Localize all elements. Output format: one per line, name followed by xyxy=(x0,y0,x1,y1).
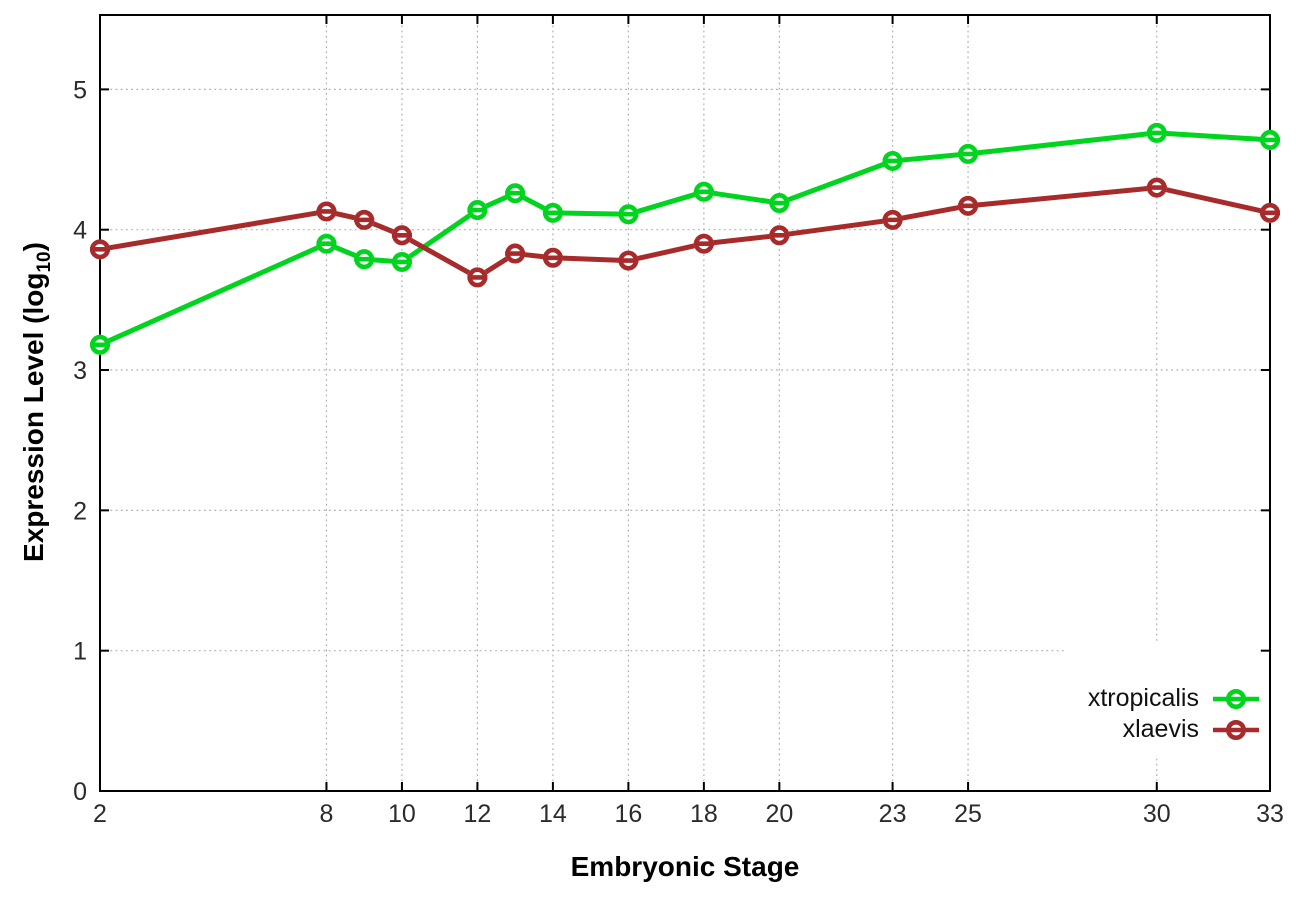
data-point-ring-xlaevis xyxy=(958,195,979,216)
line-marker-swatch-icon xyxy=(1213,688,1259,709)
y-tick-label: 5 xyxy=(73,76,87,104)
x-tick-label: 18 xyxy=(690,800,718,828)
y-tick-label: 0 xyxy=(73,778,87,806)
data-point-ring-xtropicalis xyxy=(90,334,111,355)
x-tick-label: 2 xyxy=(93,800,107,828)
data-point-ring-xtropicalis xyxy=(693,181,714,202)
legend-entry-xtropicalis: xtropicalis xyxy=(1088,683,1260,714)
data-point-ring-xlaevis xyxy=(693,233,714,254)
data-point-ring-xtropicalis xyxy=(769,193,790,214)
line-marker-swatch-icon xyxy=(1213,719,1259,740)
y-tick-label: 2 xyxy=(73,497,87,525)
data-point-ring-xtropicalis xyxy=(391,251,412,272)
x-tick-label: 30 xyxy=(1143,800,1171,828)
y-axis-title-subscript: 10 xyxy=(33,251,55,273)
data-point-ring-xtropicalis xyxy=(618,204,639,225)
legend-marker-ring xyxy=(1225,688,1246,709)
x-tick-label: 14 xyxy=(539,800,567,828)
x-tick-label: 8 xyxy=(319,800,333,828)
data-point-ring-xlaevis xyxy=(467,267,488,288)
x-tick-label: 23 xyxy=(879,800,907,828)
y-axis-title-text: Expression Level (log xyxy=(18,272,50,562)
legend-label: xtropicalis xyxy=(1087,684,1199,712)
data-point-ring-xtropicalis xyxy=(1146,122,1167,143)
x-tick-label: 20 xyxy=(765,800,793,828)
data-point-ring-xlaevis xyxy=(90,239,111,260)
y-axis-title: Expression Level (log10) xyxy=(18,242,56,562)
data-point-ring-xlaevis xyxy=(542,247,563,268)
x-tick-label: 25 xyxy=(954,800,982,828)
data-point-ring-xlaevis xyxy=(1146,177,1167,198)
data-point-ring-xtropicalis xyxy=(505,183,526,204)
data-point-ring-xlaevis xyxy=(769,225,790,246)
y-tick-label: 3 xyxy=(73,357,87,385)
data-point-ring-xtropicalis xyxy=(542,202,563,223)
x-tick-label: 10 xyxy=(388,800,416,828)
legend-label: xlaevis xyxy=(1122,715,1199,743)
data-point-ring-xtropicalis xyxy=(1260,129,1281,150)
y-axis-title-close: ) xyxy=(18,242,50,252)
x-axis-title: Embryonic Stage xyxy=(570,851,800,882)
x-tick-label: 12 xyxy=(464,800,492,828)
x-tick-label: 16 xyxy=(614,800,642,828)
data-point-ring-xtropicalis xyxy=(882,150,903,171)
data-point-ring-xtropicalis xyxy=(467,200,488,221)
legend-entry-xlaevis: xlaevis xyxy=(1088,714,1260,745)
data-point-ring-xlaevis xyxy=(316,201,337,222)
legend-marker-ring xyxy=(1225,719,1246,740)
data-point-ring-xtropicalis xyxy=(354,249,375,270)
data-point-ring-xlaevis xyxy=(505,243,526,264)
data-point-ring-xlaevis xyxy=(354,209,375,230)
data-point-ring-xtropicalis xyxy=(316,233,337,254)
legend: xtropicalis xlaevis xyxy=(1065,641,1260,755)
plot-border xyxy=(99,14,1271,792)
data-point-ring-xlaevis xyxy=(882,209,903,230)
data-point-ring-xtropicalis xyxy=(958,143,979,164)
y-tick-label: 1 xyxy=(73,638,87,666)
y-tick-label: 4 xyxy=(73,217,87,245)
x-tick-label: 33 xyxy=(1256,800,1284,828)
series-line-xtropicalis xyxy=(98,130,1271,348)
data-point-ring-xlaevis xyxy=(391,225,412,246)
data-point-ring-xlaevis xyxy=(1260,202,1281,223)
data-point-ring-xlaevis xyxy=(618,250,639,271)
